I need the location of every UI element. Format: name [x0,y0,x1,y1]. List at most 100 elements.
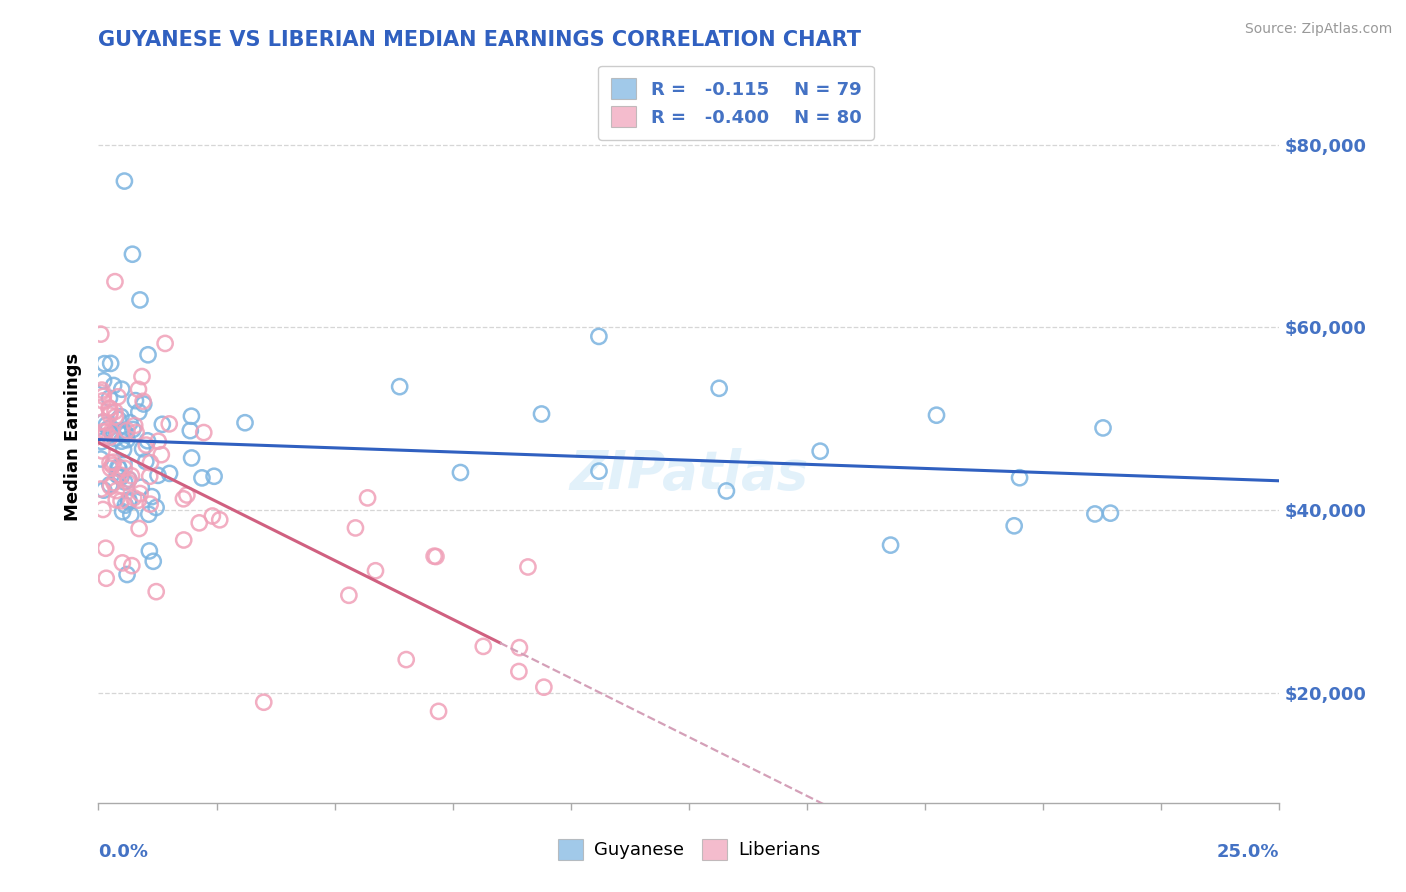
Point [103,475,125,490]
Point [111,382,134,396]
Point [202,469,225,483]
Point [93,429,115,443]
Point [131,442,153,456]
Point [100,479,122,493]
Point [125,425,148,440]
Y-axis label: Median Earnings: Median Earnings [65,353,83,521]
Point [131,369,153,384]
Point [588,464,610,478]
Point [388,379,411,393]
Point [98,456,121,470]
Point [112,456,135,470]
Point [191,471,214,485]
Point [120,508,142,522]
Point [136,434,159,448]
Text: GUYANESE VS LIBERIAN MEDIAN EARNINGS CORRELATION CHART: GUYANESE VS LIBERIAN MEDIAN EARNINGS COR… [98,30,862,50]
Point [124,418,146,433]
Point [344,521,367,535]
Point [472,640,495,654]
Point [208,513,231,527]
Point [179,424,201,438]
Point [1008,471,1031,485]
Point [101,458,124,473]
Point [105,467,128,482]
Point [121,247,143,261]
Point [90,327,112,342]
Point [112,424,135,438]
Point [136,348,159,362]
Point [98,477,121,491]
Point [122,422,145,436]
Point [93,415,115,429]
Point [98,401,121,416]
Point [118,493,141,508]
Point [105,492,128,507]
Point [138,508,160,522]
Point [139,456,162,470]
Point [98,405,121,419]
Point [91,393,114,408]
Point [135,454,157,468]
Point [104,404,127,418]
Point [588,329,610,343]
Point [193,425,215,440]
Point [98,408,121,422]
Point [138,544,160,558]
Point [91,425,114,439]
Point [90,385,112,400]
Point [110,470,132,484]
Point [127,493,149,508]
Point [110,494,132,508]
Point [449,466,471,480]
Point [176,488,198,502]
Text: ZIPatlas: ZIPatlas [569,448,808,500]
Point [111,556,134,570]
Point [138,469,160,483]
Point [115,427,138,442]
Point [93,483,115,497]
Text: Source: ZipAtlas.com: Source: ZipAtlas.com [1244,22,1392,37]
Point [423,549,446,564]
Point [1084,507,1107,521]
Point [118,416,141,430]
Point [145,500,167,515]
Point [97,422,120,436]
Point [96,571,118,585]
Point [129,486,152,500]
Point [127,383,149,397]
Point [141,490,163,504]
Point [142,554,165,568]
Point [1092,421,1115,435]
Point [120,468,142,483]
Point [118,472,141,486]
Point [115,567,138,582]
Point [425,549,447,564]
Point [114,475,136,489]
Point [100,356,122,370]
Point [118,495,141,509]
Point [96,418,118,433]
Point [395,652,418,666]
Point [233,416,256,430]
Point [91,444,114,458]
Point [172,491,194,506]
Point [129,293,152,307]
Point [508,640,530,655]
Point [94,541,117,556]
Point [98,430,121,444]
Point [139,497,162,511]
Point [533,680,555,694]
Point [132,394,155,409]
Point [145,584,167,599]
Point [157,417,180,431]
Point [117,472,139,486]
Point [707,381,730,395]
Point [337,588,360,602]
Point [150,417,173,432]
Legend: Guyanese, Liberians: Guyanese, Liberians [551,831,827,867]
Point [101,426,124,441]
Point [107,468,129,483]
Point [93,374,115,388]
Point [1099,506,1122,520]
Point [530,407,553,421]
